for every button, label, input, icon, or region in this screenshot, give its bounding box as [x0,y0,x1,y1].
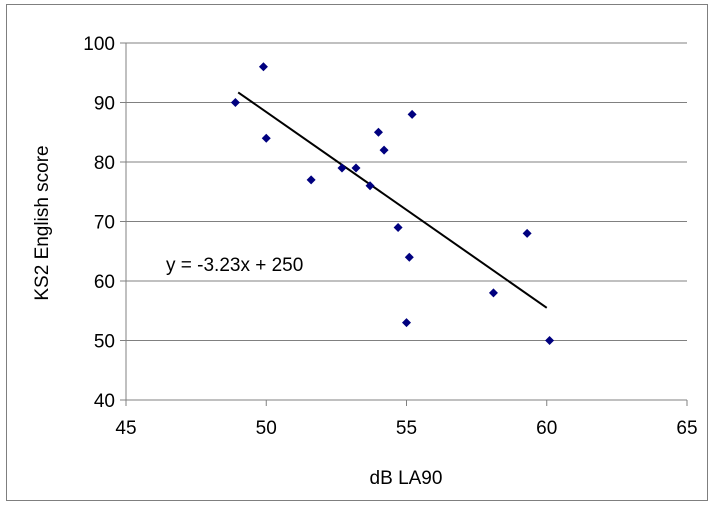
data-point [488,288,498,298]
chart-frame [6,4,708,501]
data-point [407,109,417,119]
data-point [306,175,316,185]
x-tick-label: 65 [676,418,697,439]
tick-labels: 40 50 60 70 80 90 100 45 50 55 60 65 [83,34,697,439]
data-point [351,163,361,173]
trendline-equation: y = -3.23x + 250 [166,255,303,276]
x-tick-label: 50 [256,418,277,439]
data-point [258,62,268,72]
data-points [230,62,555,345]
y-axis-label: KS2 English score [32,145,53,300]
y-tick-label: 50 [94,332,115,353]
axes [120,42,688,406]
trendline [237,91,548,309]
data-point [379,145,389,155]
data-point [522,228,532,238]
data-point [337,163,347,173]
y-tick-label: 60 [94,272,115,293]
y-tick-label: 80 [94,153,115,174]
x-axis-label: dB LA90 [370,468,443,489]
data-point [393,222,403,232]
data-point [230,98,240,107]
y-tick-label: 70 [94,213,115,234]
x-tick-label: 45 [115,418,136,439]
y-tick-label: 100 [83,34,115,55]
data-point [365,181,375,191]
y-tick-label: 40 [94,391,115,412]
data-point [404,252,414,262]
data-point [545,336,555,345]
data-point [261,133,271,143]
y-tick-label: 90 [94,94,115,115]
data-point [373,127,383,137]
grid-lines [126,42,687,341]
data-point [402,318,411,328]
x-tick-label: 55 [396,418,417,439]
x-tick-label: 60 [536,418,557,439]
